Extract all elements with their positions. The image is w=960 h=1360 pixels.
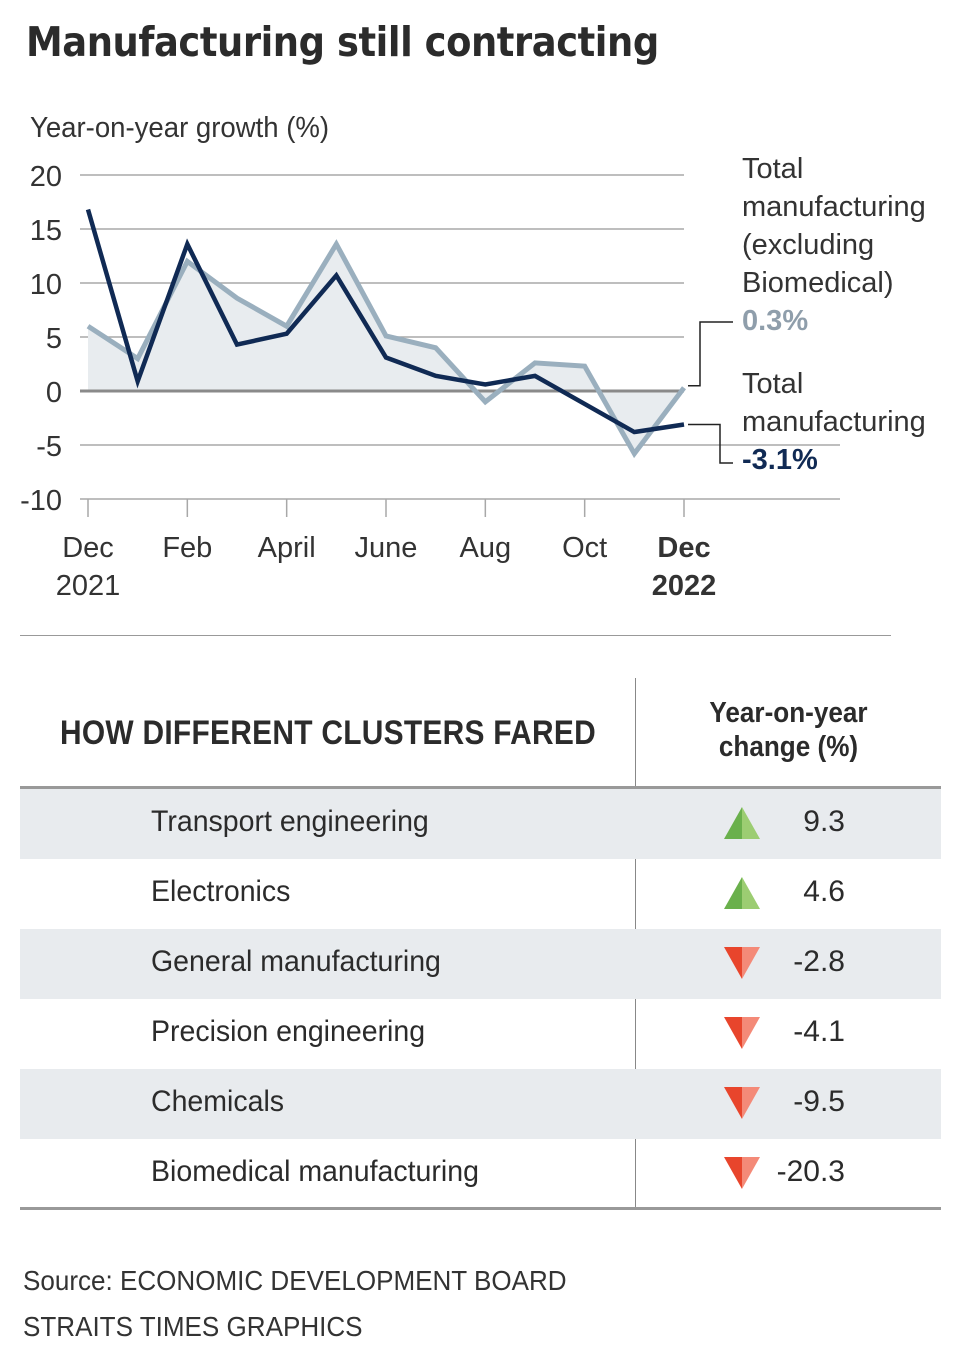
x-tick-label: Dec: [62, 532, 114, 564]
table-row: General manufacturing -2.8: [20, 929, 941, 999]
change-value: -4.1: [793, 1015, 845, 1048]
table-row: Precision engineering -4.1: [20, 999, 941, 1069]
y-tick-label: -10: [20, 485, 62, 517]
header-rule: [20, 786, 941, 789]
change-value: 9.3: [803, 805, 845, 838]
x-tick-label-year: 2022: [652, 570, 717, 602]
leader-excl-biomedical: [688, 321, 733, 387]
table-header: HOW DIFFERENT CLUSTERS FARED Year-on-yea…: [20, 678, 941, 786]
column-header: Year-on-year change (%): [651, 696, 926, 764]
table-row: Electronics 4.6: [20, 859, 941, 929]
y-tick-label: 15: [30, 215, 62, 247]
y-tick-label: 10: [30, 269, 62, 301]
change-value: -20.3: [776, 1155, 845, 1188]
x-tick-label-year: 2021: [56, 570, 121, 602]
table-row: Chemicals -9.5: [20, 1069, 941, 1139]
section-divider: [20, 635, 891, 636]
annotation-total-value: -3.1%: [742, 444, 818, 476]
change-value: -2.8: [793, 945, 845, 978]
cluster-name: Transport engineering: [151, 805, 429, 838]
x-tick-label: June: [355, 532, 418, 564]
triangle-down-icon: [724, 1157, 760, 1189]
annotation-total: Total manufacturing -3.1%: [742, 365, 926, 479]
y-tick-label: -5: [36, 431, 62, 463]
source-text: Source: ECONOMIC DEVELOPMENT BOARD: [23, 1265, 567, 1296]
y-axis-title: Year-on-year growth (%): [30, 112, 330, 144]
triangle-up-icon: [724, 877, 760, 909]
leader-total: [688, 423, 733, 464]
annotation-total-line: manufacturing: [742, 406, 926, 438]
area-fill: [88, 244, 684, 454]
credit-text: STRAITS TIMES GRAPHICS: [23, 1311, 363, 1342]
triangle-down-icon: [724, 1087, 760, 1119]
x-tick-label: Dec: [657, 532, 710, 564]
x-tick-label: April: [258, 532, 316, 564]
x-tick-label: Oct: [562, 532, 607, 564]
annotation-total-line: Total: [742, 368, 804, 400]
table-bottom-rule: [20, 1207, 941, 1210]
cluster-table: Transport engineering 9.3 Electronics 4.6 Ge…: [20, 789, 941, 1209]
cluster-name: Electronics: [151, 875, 291, 908]
x-tick-label: Aug: [460, 532, 512, 564]
column-header-line: Year-on-year: [709, 697, 868, 729]
annotation-excl-biomedical: Total manufacturing (excluding Biomedica…: [742, 150, 926, 340]
change-value: -9.5: [793, 1085, 845, 1118]
column-header-line: change (%): [718, 731, 859, 763]
cluster-name: Biomedical manufacturing: [151, 1155, 479, 1188]
series-lines: [85, 208, 686, 459]
chart-title: Manufacturing still contracting: [26, 18, 659, 66]
table-row: Biomedical manufacturing -20.3: [20, 1139, 941, 1209]
triangle-down-icon: [724, 1017, 760, 1049]
triangle-down-icon: [724, 947, 760, 979]
annotation-excl-line: Biomedical): [742, 267, 894, 299]
triangle-up-icon: [724, 807, 760, 839]
change-value: 4.6: [803, 875, 845, 908]
annotation-excl-line: manufacturing: [742, 191, 926, 223]
table-heading: HOW DIFFERENT CLUSTERS FARED: [60, 714, 596, 752]
annotation-excl-value: 0.3%: [742, 305, 809, 337]
cluster-name: Chemicals: [151, 1085, 285, 1118]
x-tick-label: Feb: [162, 532, 212, 564]
gridlines: [80, 174, 840, 500]
table-row: Transport engineering 9.3: [20, 789, 941, 859]
y-tick-label: 5: [46, 323, 62, 355]
annotation-excl-line: Total: [742, 153, 804, 185]
annotation-excl-line: (excluding: [742, 229, 875, 261]
leader-lines: [688, 321, 733, 464]
series-area: [88, 244, 684, 454]
y-tick-label: 20: [30, 161, 62, 193]
cluster-name: General manufacturing: [151, 945, 441, 978]
y-tick-label: 0: [46, 377, 62, 409]
footer: Source: ECONOMIC DEVELOPMENT BOARD STRAI…: [23, 1258, 567, 1350]
cluster-name: Precision engineering: [151, 1015, 426, 1048]
